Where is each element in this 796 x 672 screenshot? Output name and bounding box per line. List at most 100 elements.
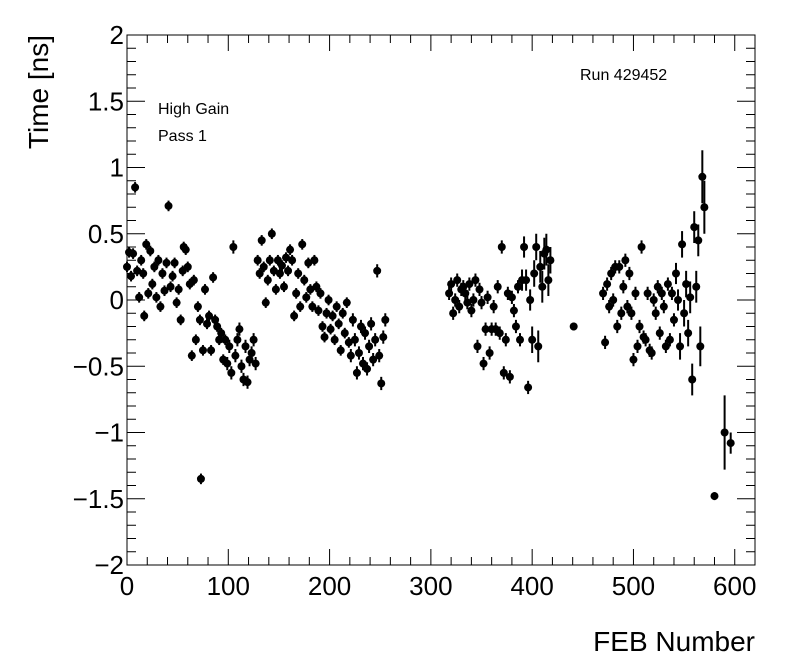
point-marker [680,309,689,318]
point-marker [344,338,353,347]
point-marker [667,289,676,298]
data-point [520,236,529,258]
point-marker [235,325,244,334]
point-marker [676,342,685,351]
data-point [473,339,482,353]
point-marker [316,289,325,298]
data-point [223,356,232,371]
point-marker [302,293,311,302]
data-point [263,274,272,286]
point-marker [269,266,278,275]
data-point [207,345,216,356]
point-marker [451,296,460,304]
point-marker [367,319,376,328]
point-marker [233,335,242,344]
data-point [532,233,541,261]
data-point [447,277,456,291]
data-point [146,245,155,257]
point-marker [463,298,472,307]
data-point [516,333,525,347]
data-point [174,284,183,295]
data-point [453,273,462,287]
data-point [698,150,707,204]
data-point [526,289,535,311]
data-point [710,492,719,501]
point-marker [318,322,327,331]
point-marker [599,289,608,298]
point-marker [671,269,680,278]
point-marker [532,243,541,251]
data-point [627,306,636,320]
data-point [205,310,214,322]
data-point [162,257,171,269]
data-point [195,314,204,326]
annotation-run: Run 429452 [580,67,667,84]
data-point [300,274,309,286]
point-marker [688,375,697,384]
data-point [152,292,161,303]
point-marker [336,346,345,355]
data-point [607,266,616,281]
data-point [690,211,699,244]
data-point [249,333,258,347]
data-point [334,318,343,330]
point-marker [627,309,636,318]
point-marker [288,256,297,265]
point-marker [698,172,707,181]
data-point [497,240,506,254]
point-marker [694,236,703,245]
data-point [168,270,177,282]
data-point [150,261,159,273]
data-point [373,264,382,278]
data-point [328,310,337,322]
point-marker [609,296,618,304]
data-point [336,345,345,356]
point-marker [150,262,159,271]
data-point [282,252,291,263]
data-point [314,305,323,316]
data-point [241,339,250,353]
point-marker [127,272,136,281]
data-point [142,239,151,250]
point-marker [183,262,192,271]
point-marker [261,298,270,307]
data-point [671,262,680,285]
data-point [603,277,612,291]
point-marker [251,359,260,368]
point-marker [631,289,640,298]
point-marker [684,329,693,338]
data-point [493,280,502,294]
data-point [348,313,357,327]
point-marker [720,428,729,437]
data-point [381,313,390,327]
point-marker [505,372,514,381]
data-point [371,333,380,347]
data-point [265,254,274,266]
data-point [546,247,555,274]
y-tick-label: 2 [110,20,124,50]
point-marker [292,289,301,298]
point-marker [686,293,695,302]
data-point [255,268,264,279]
data-point [137,254,146,266]
point-marker [133,266,142,275]
point-marker [546,256,555,265]
point-marker [187,351,196,360]
point-marker [231,351,240,360]
data-point [189,274,198,286]
data-point [643,286,652,300]
data-point [647,346,656,360]
data-point [684,319,693,347]
point-marker [352,368,361,377]
data-point [131,182,140,193]
data-point [172,297,181,308]
data-point [284,265,293,277]
data-point [191,334,200,346]
point-marker [375,351,384,360]
data-point [298,239,307,250]
point-marker [174,285,183,294]
point-marker [449,309,458,318]
data-point [280,281,288,293]
y-tick-label: 0 [110,285,124,315]
y-tick-label: −2 [94,550,124,580]
